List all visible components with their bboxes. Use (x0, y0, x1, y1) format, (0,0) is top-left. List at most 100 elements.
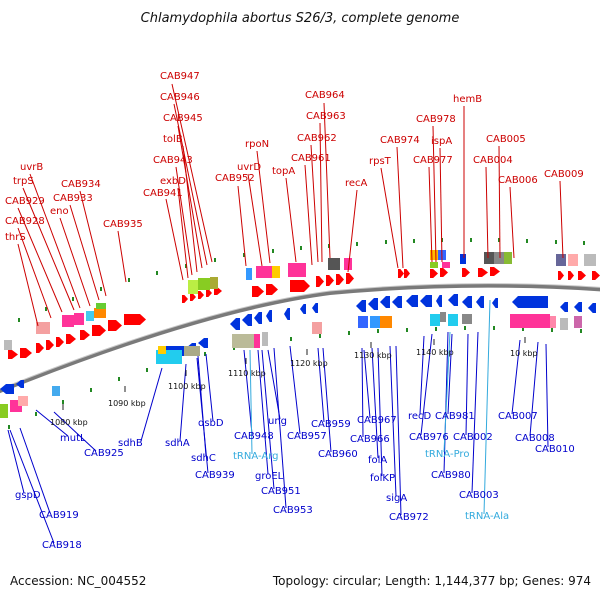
reverse-gene-label[interactable]: CAB981 (435, 411, 475, 422)
reverse-gene-arrow[interactable] (476, 296, 484, 308)
gene-block[interactable] (62, 315, 74, 327)
gene-block[interactable] (370, 316, 380, 328)
reverse-gene-arrow[interactable] (420, 295, 432, 307)
reverse-gene-arrow[interactable] (0, 384, 14, 394)
reverse-gene-label[interactable]: CAB919 (39, 510, 79, 521)
reverse-gene-arrow[interactable] (380, 296, 390, 308)
reverse-gene-label[interactable]: CAB918 (42, 540, 82, 551)
gene-block[interactable] (96, 303, 106, 309)
forward-gene-arrow[interactable] (430, 269, 438, 278)
reverse-gene-label[interactable]: CAB007 (498, 411, 538, 422)
forward-gene-label[interactable]: rpsT (369, 156, 392, 167)
reverse-gene-label[interactable]: mutL (60, 433, 86, 444)
forward-gene-label[interactable]: CAB933 (53, 193, 93, 204)
gene-block[interactable] (430, 250, 438, 260)
forward-gene-label[interactable]: ispA (431, 136, 452, 147)
forward-gene-label[interactable]: CAB929 (5, 196, 45, 207)
gene-block[interactable] (448, 314, 458, 326)
gene-block[interactable] (440, 312, 446, 322)
rna-gene-label[interactable]: tRNA-Ala (465, 511, 509, 522)
forward-gene-arrow[interactable] (398, 269, 404, 278)
forward-gene-arrow[interactable] (336, 274, 344, 285)
reverse-gene-arrow[interactable] (368, 298, 378, 310)
forward-gene-label[interactable]: thrS (5, 232, 26, 243)
forward-gene-arrow[interactable] (326, 275, 334, 286)
forward-gene-arrow[interactable] (266, 284, 278, 295)
reverse-gene-label[interactable]: folA (368, 455, 387, 466)
gene-block[interactable] (86, 311, 94, 321)
reverse-gene-label[interactable]: CAB939 (195, 470, 235, 481)
forward-gene-arrow[interactable] (316, 276, 324, 287)
forward-gene-label[interactable]: CAB945 (163, 113, 203, 124)
forward-gene-label[interactable]: eno (50, 206, 69, 217)
forward-gene-arrow[interactable] (252, 286, 264, 297)
reverse-gene-label[interactable]: CAB959 (311, 419, 351, 430)
gene-block[interactable] (4, 340, 12, 350)
forward-gene-arrow[interactable] (20, 348, 32, 358)
forward-gene-arrow[interactable] (66, 334, 76, 344)
reverse-gene-label[interactable]: CAB925 (84, 448, 124, 459)
forward-gene-label[interactable]: CAB935 (103, 219, 143, 230)
forward-gene-arrow[interactable] (290, 280, 310, 292)
reverse-gene-label[interactable]: CAB008 (515, 433, 555, 444)
forward-gene-label[interactable]: CAB963 (306, 111, 346, 122)
reverse-gene-label[interactable]: CAB002 (453, 432, 493, 443)
gene-block[interactable] (198, 278, 210, 290)
reverse-gene-label[interactable]: sdhB (118, 438, 143, 449)
reverse-gene-arrow[interactable] (198, 338, 208, 348)
forward-gene-arrow[interactable] (478, 268, 488, 277)
gene-block[interactable] (358, 316, 368, 328)
forward-gene-label[interactable]: hemB (453, 94, 482, 105)
reverse-gene-arrow[interactable] (574, 302, 582, 312)
forward-gene-label[interactable]: CAB952 (215, 173, 255, 184)
gene-block[interactable] (430, 314, 440, 326)
reverse-gene-label[interactable]: recD (408, 411, 432, 422)
reverse-gene-label[interactable]: CAB010 (535, 444, 575, 455)
forward-gene-arrow[interactable] (124, 314, 146, 325)
gene-block[interactable] (0, 404, 8, 418)
reverse-gene-arrow[interactable] (560, 302, 568, 312)
forward-gene-label[interactable]: CAB006 (498, 175, 538, 186)
forward-gene-label[interactable]: CAB974 (380, 135, 420, 146)
gene-block[interactable] (288, 263, 306, 277)
gene-block[interactable] (460, 254, 466, 264)
reverse-gene-arrow[interactable] (230, 318, 240, 330)
gene-block[interactable] (184, 346, 200, 356)
rna-gene-label[interactable]: tRNA-Pro (425, 449, 469, 460)
gene-block[interactable] (94, 308, 106, 318)
forward-gene-arrow[interactable] (8, 350, 18, 359)
gene-block[interactable] (254, 334, 260, 348)
forward-gene-arrow[interactable] (46, 340, 54, 350)
reverse-gene-arrow[interactable] (588, 303, 596, 313)
forward-gene-label[interactable]: uvrB (20, 162, 43, 173)
gene-block[interactable] (494, 252, 504, 264)
reverse-gene-arrow[interactable] (254, 312, 262, 324)
forward-gene-arrow[interactable] (182, 295, 188, 303)
reverse-gene-arrow[interactable] (448, 294, 458, 306)
forward-gene-arrow[interactable] (578, 271, 586, 280)
forward-gene-label[interactable]: CAB943 (153, 155, 193, 166)
gene-block[interactable] (210, 277, 218, 289)
gene-block[interactable] (256, 266, 272, 278)
gene-block[interactable] (550, 316, 556, 328)
forward-gene-arrow[interactable] (440, 268, 448, 277)
reverse-gene-arrow[interactable] (312, 303, 318, 313)
reverse-gene-label[interactable]: groEL (255, 471, 284, 482)
reverse-gene-arrow[interactable] (492, 298, 498, 308)
reverse-gene-arrow[interactable] (512, 296, 548, 308)
reverse-gene-arrow[interactable] (266, 310, 272, 322)
forward-gene-label[interactable]: CAB978 (416, 114, 456, 125)
forward-gene-label[interactable]: rpoN (245, 139, 269, 150)
forward-gene-arrow[interactable] (92, 325, 106, 336)
gene-block[interactable] (380, 316, 392, 328)
reverse-gene-arrow[interactable] (356, 300, 366, 312)
gene-block[interactable] (442, 262, 450, 268)
forward-gene-label[interactable]: recA (345, 178, 368, 189)
reverse-gene-arrow[interactable] (16, 380, 24, 388)
forward-gene-label[interactable]: trpS (13, 176, 34, 187)
gene-block[interactable] (344, 258, 352, 270)
reverse-gene-label[interactable]: CAB948 (234, 431, 274, 442)
reverse-gene-label[interactable]: ung (268, 416, 287, 427)
gene-block[interactable] (74, 313, 84, 325)
reverse-gene-label[interactable]: CAB976 (409, 432, 449, 443)
